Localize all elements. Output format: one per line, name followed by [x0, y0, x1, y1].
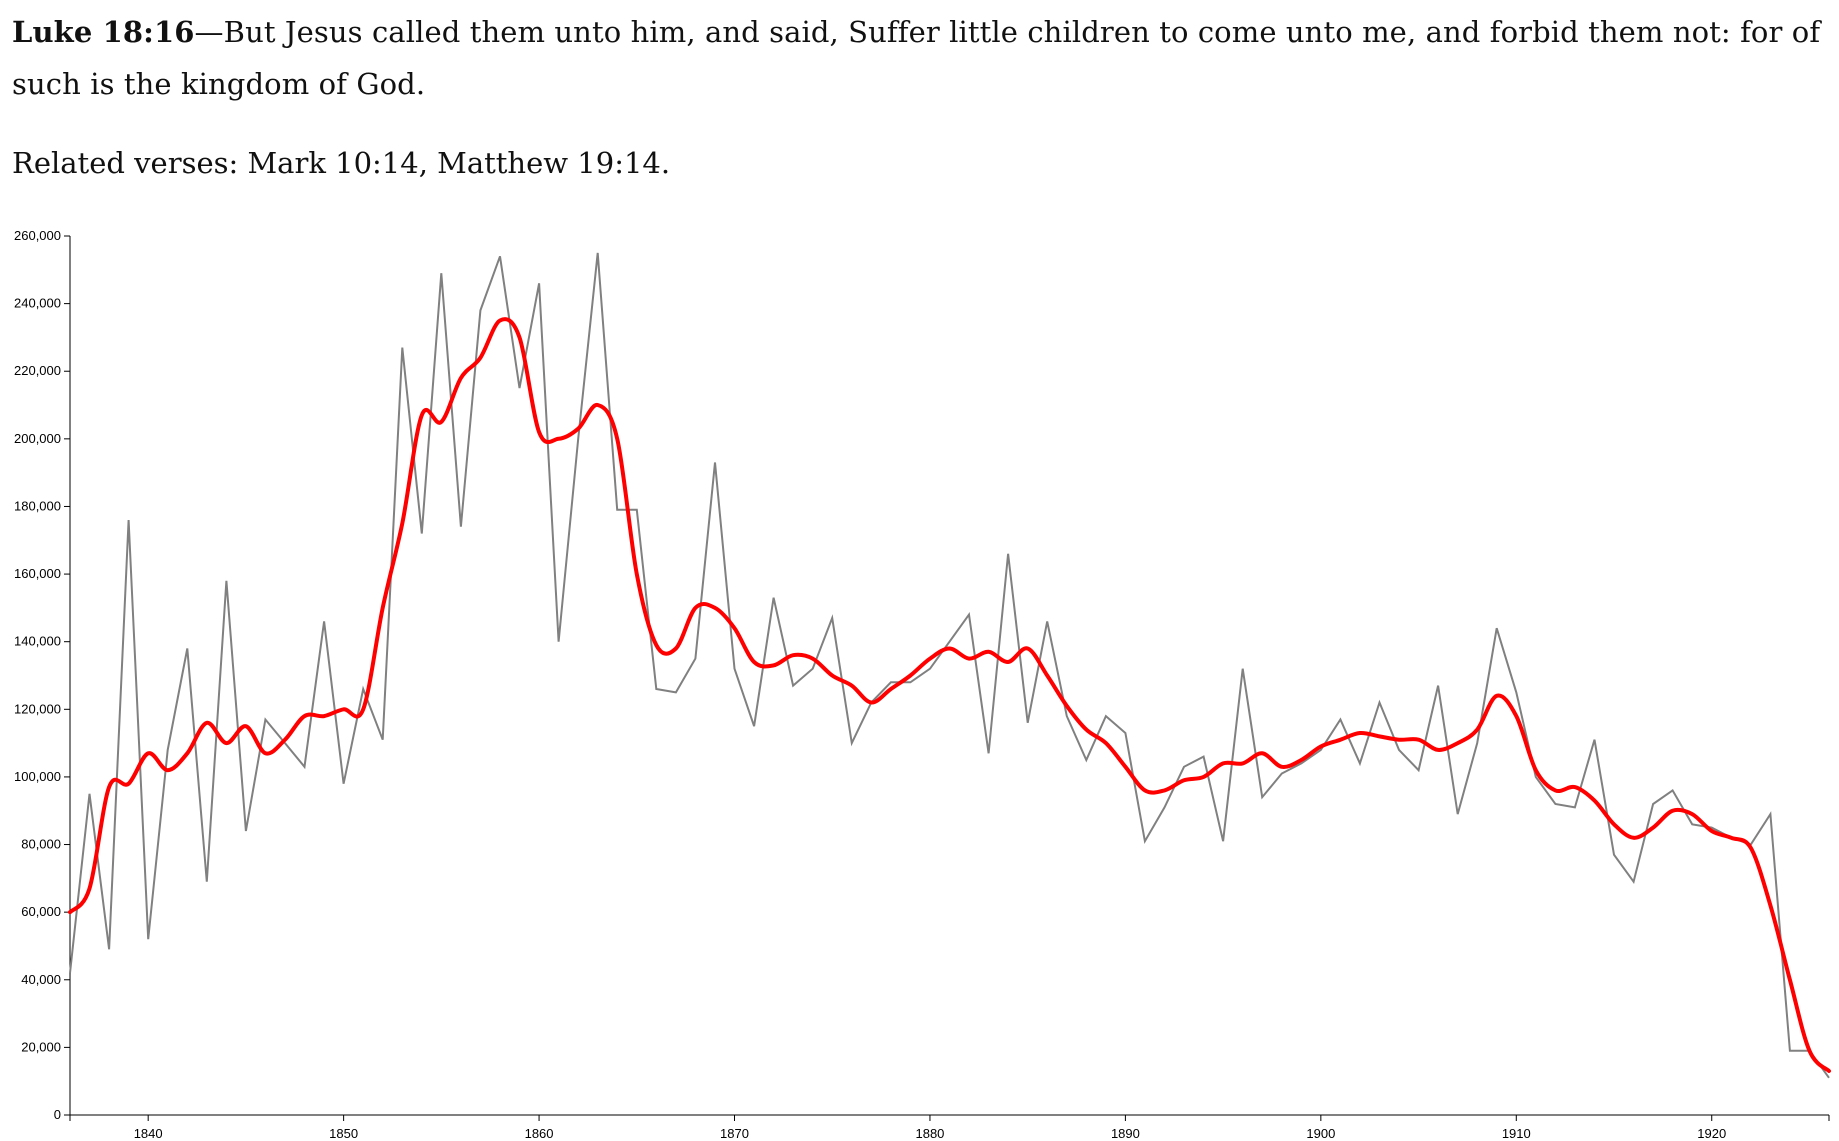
y-tick-label: 120,000 — [14, 701, 61, 716]
verse-dash: — — [194, 15, 224, 49]
y-tick-label: 220,000 — [14, 363, 61, 378]
y-tick-label: 160,000 — [14, 566, 61, 581]
verse-reference: Luke 18:16 — [12, 15, 195, 49]
y-tick-label: 0 — [54, 1107, 61, 1122]
x-tick-label: 1900 — [1306, 1126, 1335, 1141]
related-verses-prefix: Related verses: — [12, 146, 248, 180]
y-tick-label: 100,000 — [14, 769, 61, 784]
x-tick-label: 1860 — [525, 1126, 554, 1141]
verse-text: Luke 18:16—But Jesus called them unto hi… — [12, 6, 1822, 110]
smoothed-series-line — [68, 317, 1831, 1073]
y-tick-label: 260,000 — [14, 228, 61, 243]
y-tick-label: 140,000 — [14, 634, 61, 649]
verse-body: But Jesus called them unto him, and said… — [12, 15, 1821, 101]
x-tick-label: 1870 — [720, 1126, 749, 1141]
x-tick-label: 1850 — [329, 1126, 358, 1141]
related-verses: Related verses: Mark 10:14, Matthew 19:1… — [12, 137, 670, 189]
y-tick-label: 60,000 — [21, 904, 61, 919]
y-tick-label: 180,000 — [14, 498, 61, 513]
y-tick-label: 80,000 — [21, 837, 61, 852]
x-tick-label: 1840 — [134, 1126, 163, 1141]
y-tick-label: 240,000 — [14, 296, 61, 311]
x-tick-label: 1920 — [1697, 1126, 1726, 1141]
related-verses-links: Mark 10:14, Matthew 19:14 — [247, 146, 661, 180]
y-tick-label: 20,000 — [21, 1039, 61, 1054]
y-tick-label: 40,000 — [21, 972, 61, 987]
y-tick-label: 200,000 — [14, 431, 61, 446]
x-tick-label: 1880 — [915, 1126, 944, 1141]
related-verses-suffix: . — [660, 146, 671, 180]
raw-series-line — [69, 252, 1830, 1079]
x-tick-label: 1890 — [1111, 1126, 1140, 1141]
x-tick-label: 1910 — [1502, 1126, 1531, 1141]
